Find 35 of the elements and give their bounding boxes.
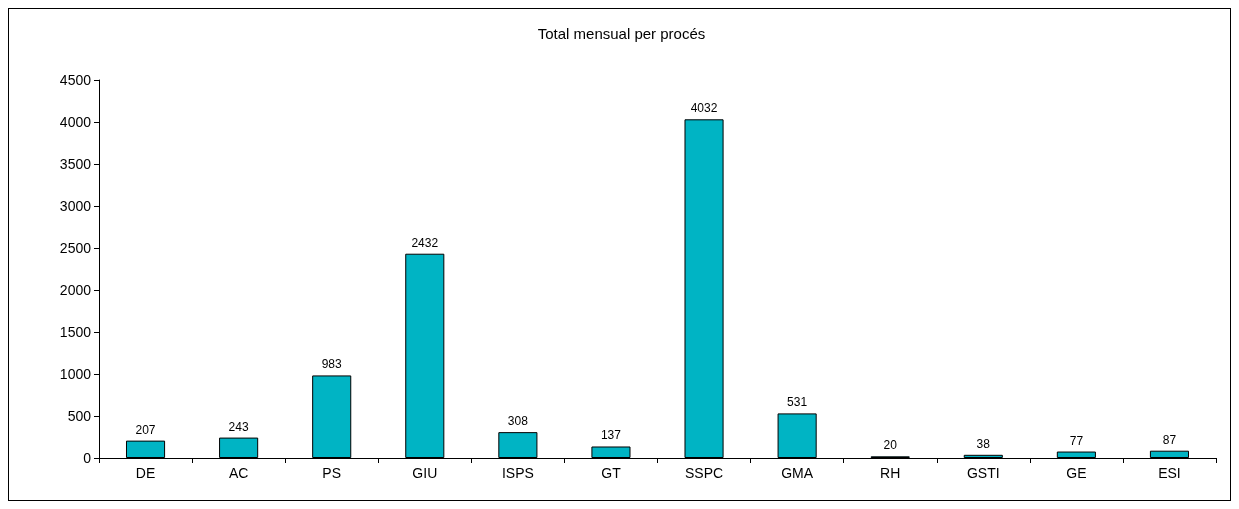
data-label: 87 [1162,432,1177,447]
y-tick-label: 3500 [59,156,92,172]
y-tick-label: 0 [83,450,92,466]
x-tick-label: PS [322,465,342,481]
x-tick-label: DE [135,465,156,481]
data-label: 243 [228,419,249,434]
data-label: 38 [976,436,991,451]
chart-title: Total mensual per procés [537,25,706,42]
data-label: 531 [787,395,808,410]
x-tick-label: GSTI [966,465,1000,481]
x-tick-label: GMA [781,465,814,481]
x-tick-label: ISPS [501,465,534,481]
y-tick-label: 4500 [59,72,92,88]
y-tick-label: 1500 [59,324,92,340]
y-tick-label: 3000 [59,198,92,214]
data-label: 4032 [690,101,718,116]
x-tick-label: AC [228,465,249,481]
x-tick-label: RH [880,465,901,481]
y-tick-label: 1000 [59,366,92,382]
x-tick-label: GT [601,465,622,481]
x-tick-label: GIU [412,465,438,481]
data-label: 2432 [411,235,439,250]
x-tick-label: ESI [1158,465,1181,481]
data-label: 77 [1069,433,1084,448]
y-tick-label: 2500 [59,240,92,256]
data-label: 20 [883,438,898,453]
y-tick-label: 2000 [59,282,92,298]
data-label: 207 [135,422,156,437]
x-tick-label: SSPC [684,465,724,481]
data-label: 308 [507,414,529,429]
x-tick-label: GE [1066,465,1087,481]
y-tick-label: 4000 [59,114,92,130]
data-label: 983 [321,357,343,372]
data-label: 137 [600,428,622,443]
y-tick-label: 500 [67,408,92,424]
